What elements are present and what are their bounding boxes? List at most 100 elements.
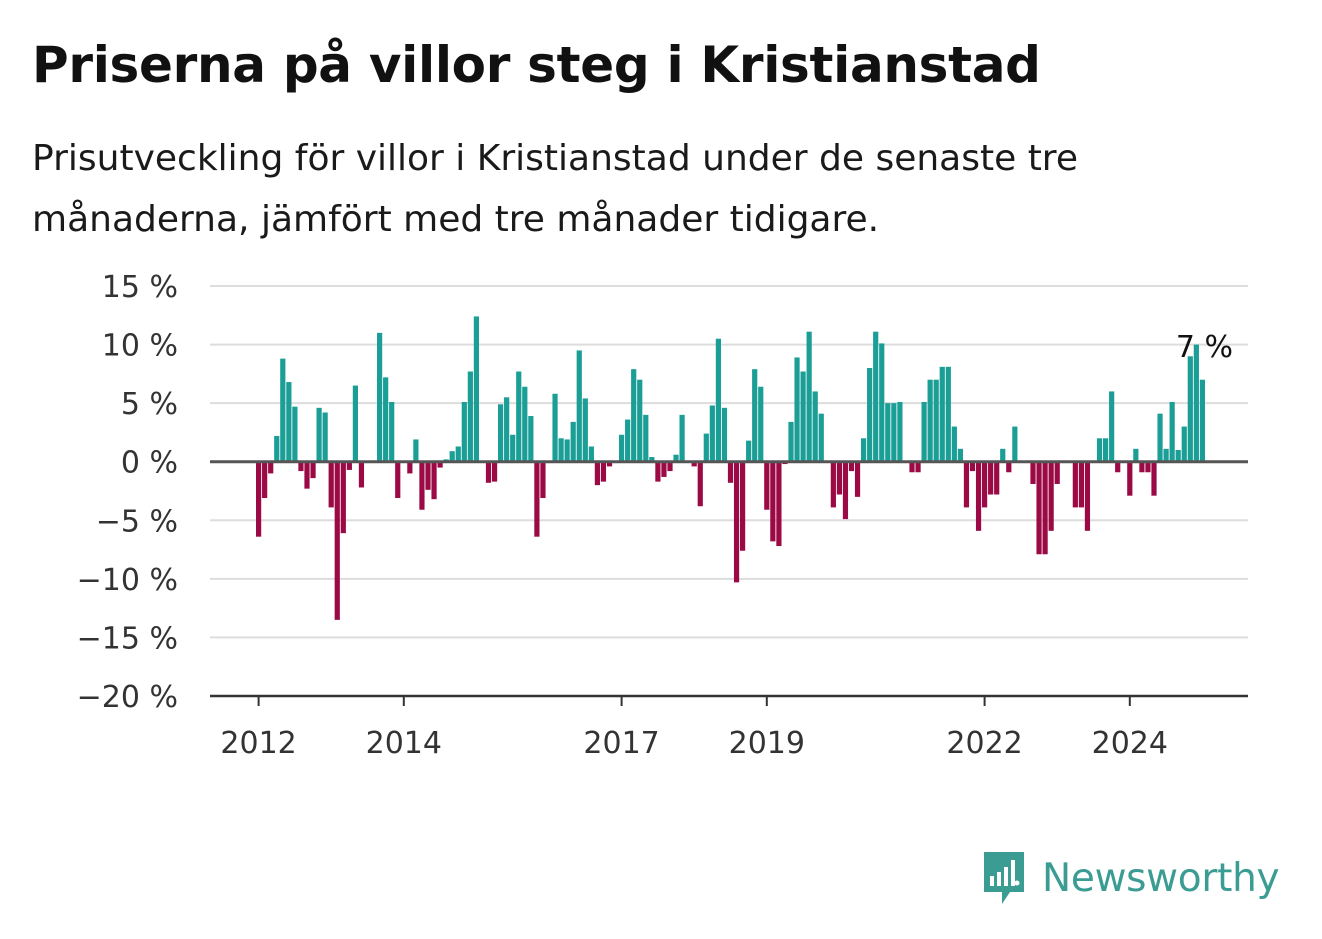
bar [322, 412, 328, 462]
bar [449, 451, 455, 462]
bar [570, 421, 576, 462]
bar [951, 426, 957, 462]
bar [854, 461, 861, 497]
chart-subtitle: Prisutveckling för villor i Kristianstad… [32, 138, 1078, 240]
bar [969, 461, 976, 472]
bar [915, 461, 921, 473]
bar [1187, 356, 1193, 462]
bar [534, 461, 540, 537]
bar [655, 461, 661, 482]
bar [1169, 401, 1175, 462]
bar [304, 461, 310, 489]
bar [891, 403, 897, 462]
bar [667, 461, 673, 472]
bar [909, 461, 915, 473]
bar [582, 398, 588, 462]
bar [292, 406, 298, 462]
bar [957, 448, 963, 462]
bar [358, 461, 365, 488]
bar [298, 461, 304, 472]
bar [1145, 461, 1151, 473]
bar [897, 401, 903, 462]
bar [1151, 461, 1157, 496]
bar [1084, 461, 1091, 531]
bar [588, 446, 594, 462]
bar [316, 407, 322, 462]
bar [631, 369, 637, 462]
bar [1193, 344, 1199, 462]
chart-title: Priserna på villor steg i Kristianstad [32, 36, 1041, 94]
bar [1199, 379, 1205, 462]
bar [498, 404, 504, 462]
bar [836, 461, 842, 495]
bar [413, 439, 419, 462]
bar [661, 461, 667, 477]
bar [709, 405, 715, 462]
bar [286, 382, 292, 462]
bar [280, 358, 286, 462]
bar [431, 461, 437, 500]
bar [673, 454, 679, 462]
bar [256, 461, 262, 537]
bar [988, 461, 994, 495]
bar [848, 461, 855, 472]
bar [1109, 391, 1115, 462]
bar [1012, 426, 1018, 462]
y-tick-label: 5 % [121, 387, 178, 422]
x-tick-label: 2014 [366, 726, 442, 761]
y-tick-label: 10 % [102, 329, 178, 364]
bar [1048, 461, 1054, 531]
bar [806, 331, 812, 462]
bar [310, 461, 316, 479]
bar [625, 419, 631, 462]
bar [812, 391, 818, 462]
bar [733, 461, 740, 583]
x-tick-label: 2022 [946, 726, 1022, 761]
x-tick-label: 2019 [729, 726, 805, 761]
bar [1163, 448, 1169, 462]
gridlines [210, 285, 1248, 639]
bar [1139, 461, 1145, 473]
bar [740, 461, 746, 551]
bar [1000, 448, 1006, 462]
y-tick-label: −5 % [96, 504, 178, 539]
brand-name: Newsworthy [1042, 855, 1280, 901]
bar [873, 331, 879, 462]
bar [637, 379, 643, 462]
bar [510, 434, 516, 462]
bar [830, 461, 836, 508]
bar [1115, 461, 1121, 473]
bar [334, 461, 340, 620]
bar [504, 397, 510, 462]
bar [340, 461, 346, 534]
bar [485, 461, 492, 483]
bar [1006, 461, 1012, 473]
bar [933, 379, 939, 462]
bar [328, 461, 334, 508]
y-tick-label: −20 % [77, 680, 178, 715]
bar [818, 413, 824, 462]
bar [715, 338, 721, 462]
bar [552, 393, 558, 462]
bar [746, 440, 752, 462]
bar [576, 350, 582, 462]
bar [776, 461, 782, 547]
bar [1175, 450, 1181, 462]
bar [528, 416, 534, 462]
x-axis-ticks: 2012 2014 2017 2019 2022 2024 [220, 696, 1168, 761]
bar [437, 461, 443, 468]
bar [788, 421, 794, 462]
bar [770, 461, 776, 542]
bar [1072, 461, 1078, 508]
bar [491, 461, 498, 482]
bar [643, 414, 649, 462]
bar [274, 435, 280, 462]
bar [752, 369, 758, 462]
bar [395, 461, 401, 499]
bar [921, 401, 927, 462]
bar [383, 377, 389, 462]
bar [352, 385, 358, 462]
bar [377, 332, 383, 462]
bar [425, 461, 431, 490]
